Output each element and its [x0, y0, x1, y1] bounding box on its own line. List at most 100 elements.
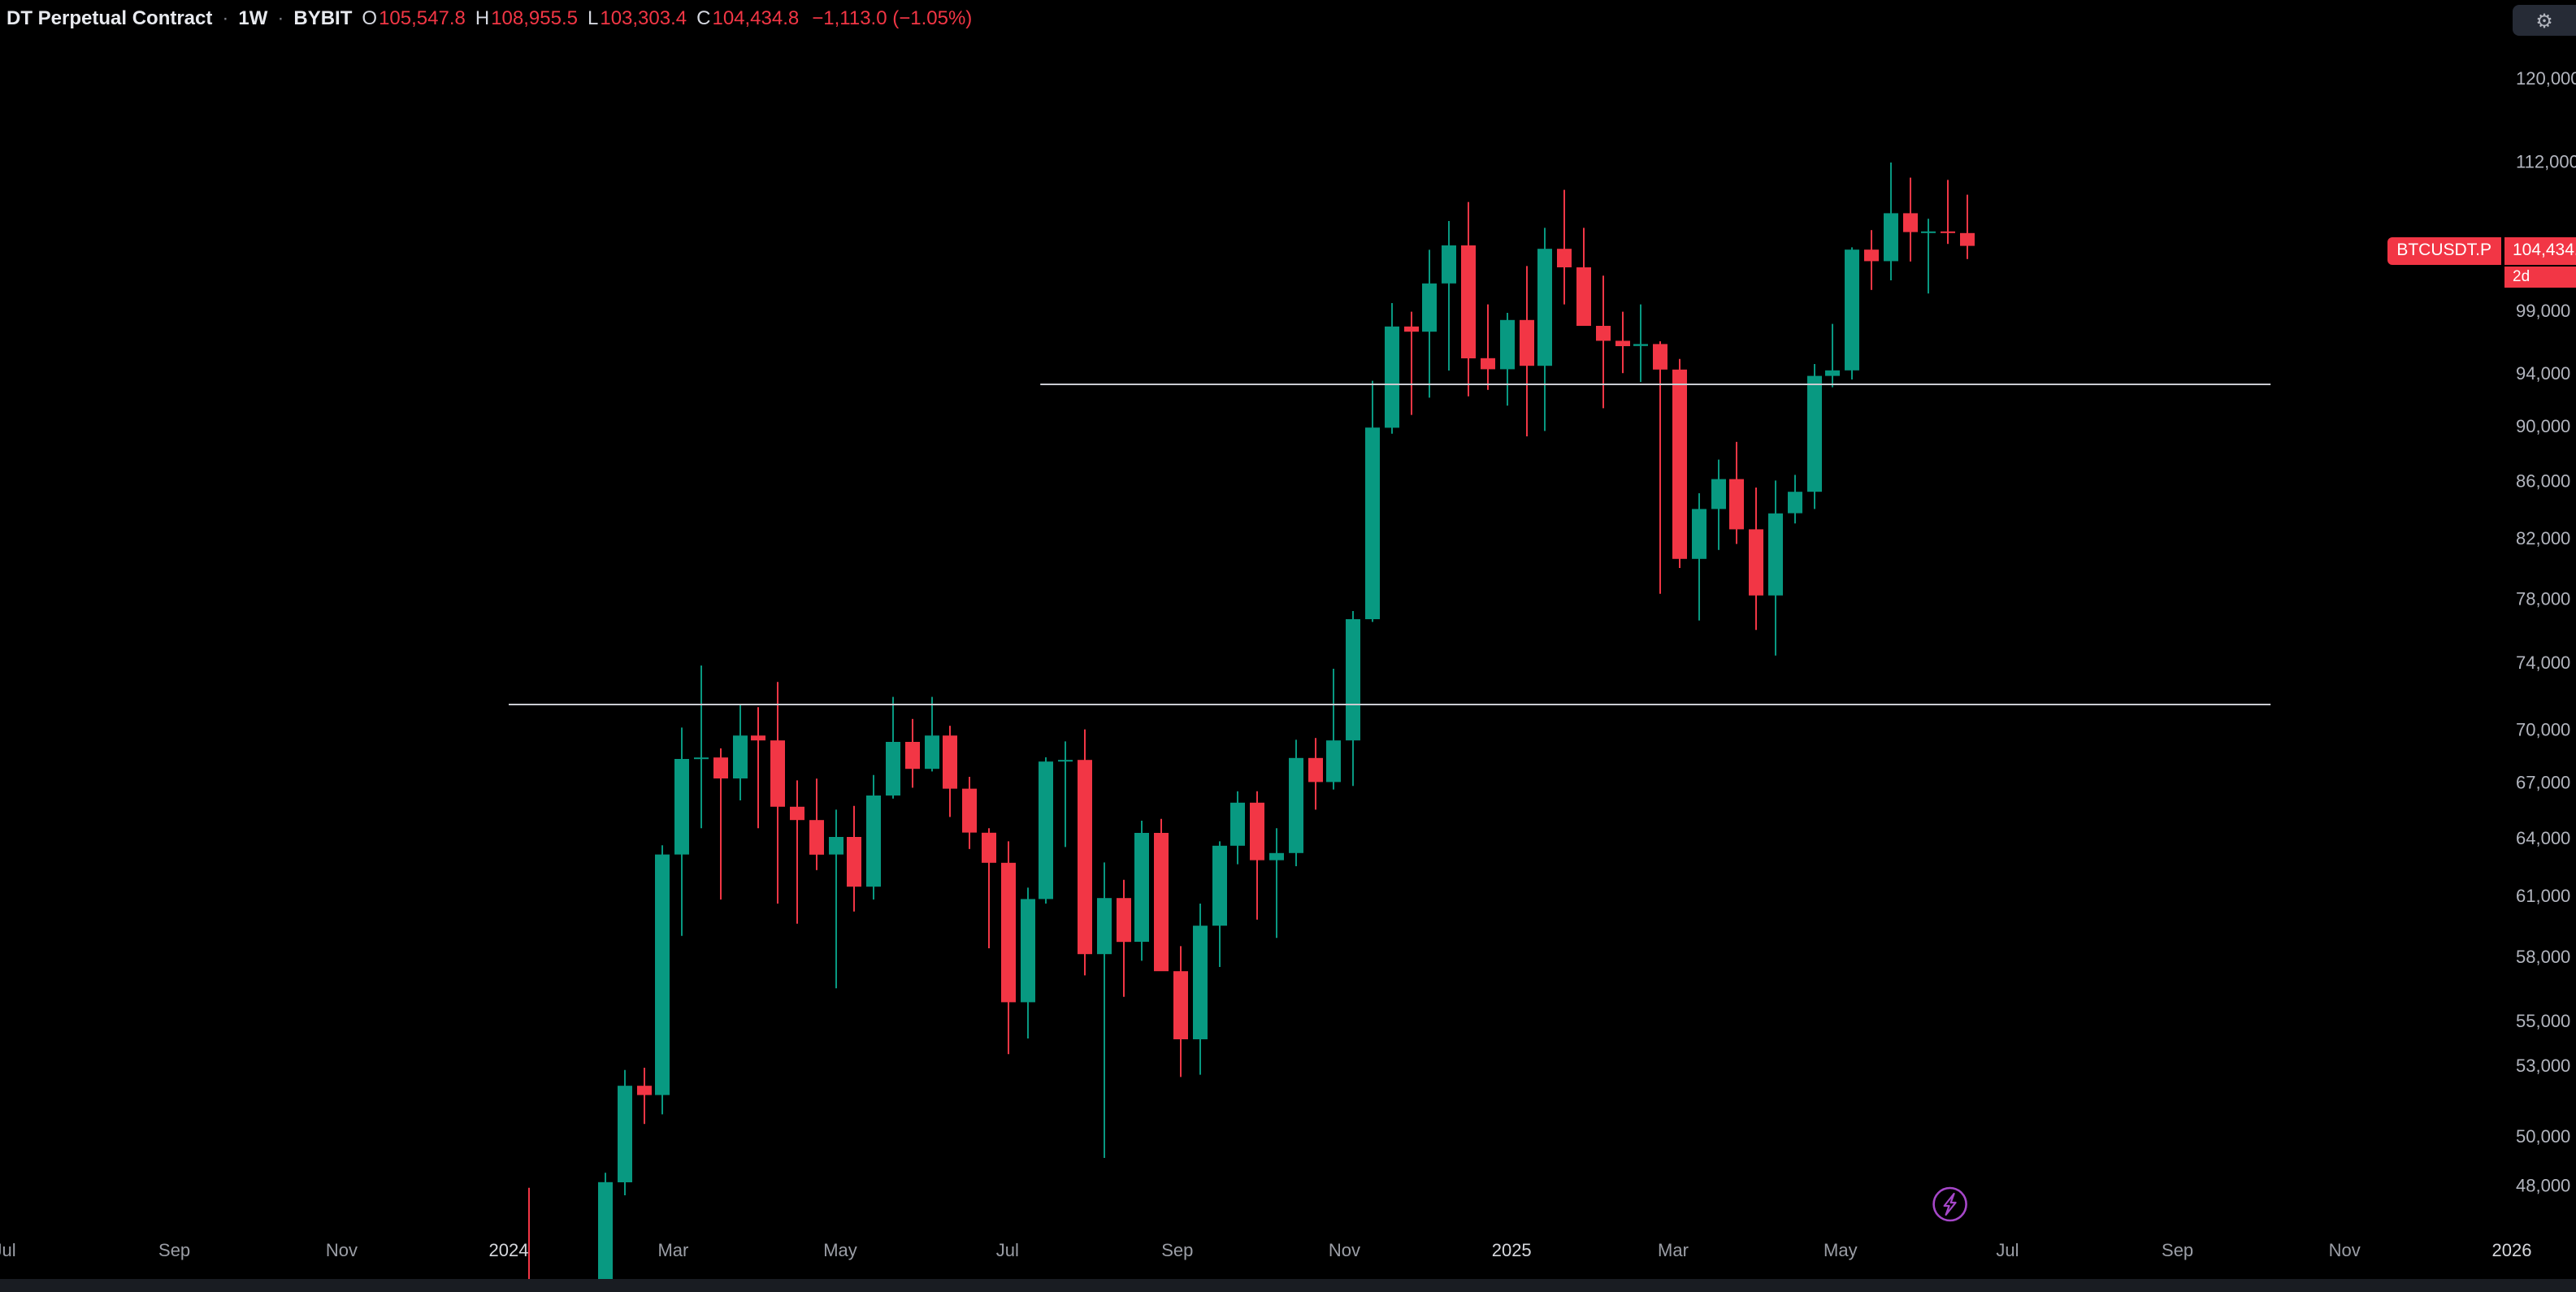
candle[interactable] — [1461, 202, 1476, 397]
candle[interactable] — [1039, 757, 1053, 904]
price-tick-label: 82,000 — [2516, 528, 2570, 548]
time-tick-label: 2025 — [1492, 1240, 1532, 1260]
candle[interactable] — [1596, 275, 1611, 408]
candle[interactable] — [1078, 730, 1092, 976]
candle[interactable] — [1500, 313, 1515, 405]
candle[interactable] — [1903, 178, 1918, 262]
candle[interactable] — [925, 697, 939, 772]
candle[interactable] — [1692, 493, 1706, 621]
candle[interactable] — [1097, 862, 1112, 1158]
candle[interactable] — [694, 666, 709, 828]
bar-countdown-label: 2d — [2504, 267, 2576, 288]
candle[interactable] — [1269, 828, 1284, 938]
candle[interactable] — [618, 1070, 632, 1195]
candle[interactable] — [637, 1068, 652, 1124]
exchange-label[interactable]: BYBIT — [293, 7, 352, 29]
candle[interactable] — [1481, 305, 1495, 390]
candle[interactable] — [751, 707, 765, 828]
time-tick-label: Nov — [2329, 1240, 2361, 1260]
candle[interactable] — [1921, 219, 1936, 293]
price-tick-label: 53,000 — [2516, 1056, 2570, 1076]
candle[interactable] — [1289, 739, 1303, 866]
candle[interactable] — [1864, 230, 1879, 290]
candle[interactable] — [1134, 821, 1149, 960]
interval-label[interactable]: 1W — [238, 7, 267, 29]
candle[interactable] — [1520, 266, 1534, 436]
time-tick-label: Jul — [0, 1240, 16, 1260]
symbol-badge[interactable]: BTCUSDT.P — [2387, 237, 2501, 265]
toolbar-button[interactable]: ⚙ — [2513, 5, 2576, 36]
candle[interactable] — [1385, 303, 1399, 434]
candle[interactable] — [1749, 488, 1763, 630]
candle[interactable] — [1672, 359, 1687, 568]
candle[interactable] — [1768, 480, 1783, 655]
candle[interactable] — [1941, 180, 1955, 244]
candle[interactable] — [1154, 819, 1169, 971]
candle[interactable] — [886, 697, 900, 799]
candle[interactable] — [1557, 190, 1572, 305]
candle[interactable] — [1326, 669, 1341, 790]
candle[interactable] — [1960, 195, 1975, 259]
symbol-title[interactable]: DT Perpetual Contract — [7, 7, 212, 29]
candle[interactable] — [809, 778, 824, 870]
candle[interactable] — [829, 809, 843, 988]
candle[interactable] — [962, 777, 977, 849]
candle[interactable] — [1615, 312, 1630, 374]
candle[interactable] — [1633, 305, 1648, 383]
candle[interactable] — [1001, 841, 1016, 1054]
candle[interactable] — [713, 748, 728, 900]
candle[interactable] — [1422, 249, 1437, 397]
price-tick-label: 61,000 — [2516, 886, 2570, 906]
candle[interactable] — [1729, 442, 1744, 544]
candle[interactable] — [1404, 312, 1419, 415]
time-tick-label: Nov — [326, 1240, 358, 1260]
lightning-marker-icon[interactable] — [1934, 1188, 1967, 1220]
candle[interactable] — [733, 704, 748, 800]
candle[interactable] — [770, 682, 785, 904]
open-label: O — [362, 7, 377, 29]
candle[interactable] — [1346, 611, 1360, 786]
candle[interactable] — [982, 828, 996, 948]
bottom-toolbar[interactable] — [0, 1279, 2576, 1292]
change-value: −1,113.0 (−1.05%) — [812, 7, 972, 29]
candle[interactable] — [905, 719, 920, 788]
candle[interactable] — [1884, 163, 1898, 280]
time-axis[interactable]: JulSepNov2024MarMayJulSepNov2025MarMayJu… — [0, 1240, 2531, 1260]
low-label: L — [588, 7, 598, 29]
candle[interactable] — [1308, 738, 1323, 809]
candle[interactable] — [1193, 904, 1208, 1075]
price-tick-label: 64,000 — [2516, 828, 2570, 848]
candle[interactable] — [943, 726, 957, 817]
last-price-flag[interactable]: BTCUSDT.P 104,434.8 — [2387, 237, 2576, 265]
candle[interactable] — [1117, 880, 1131, 997]
candle[interactable] — [1653, 341, 1667, 594]
candlestick-series[interactable] — [522, 163, 1975, 1292]
candle[interactable] — [790, 780, 804, 923]
candle[interactable] — [1788, 475, 1802, 523]
candle[interactable] — [1825, 324, 1840, 388]
candle[interactable] — [1021, 887, 1035, 1038]
price-tick-label: 120,000 — [2516, 68, 2576, 89]
candle[interactable] — [1442, 221, 1456, 371]
candle[interactable] — [1365, 381, 1380, 622]
candle[interactable] — [1212, 841, 1227, 967]
time-tick-label: Jul — [996, 1240, 1019, 1260]
candle[interactable] — [1173, 946, 1188, 1077]
candle[interactable] — [1537, 228, 1552, 431]
candle[interactable] — [1845, 247, 1859, 379]
candle[interactable] — [1058, 741, 1073, 847]
candle[interactable] — [866, 775, 881, 900]
candle[interactable] — [598, 1173, 613, 1292]
candle[interactable] — [1807, 364, 1822, 509]
candle[interactable] — [1576, 228, 1591, 326]
candle[interactable] — [1250, 791, 1264, 920]
candle[interactable] — [655, 845, 670, 1114]
candle[interactable] — [1230, 791, 1245, 865]
candle[interactable] — [1711, 460, 1726, 550]
candle[interactable] — [674, 727, 689, 935]
candle[interactable] — [847, 806, 861, 912]
